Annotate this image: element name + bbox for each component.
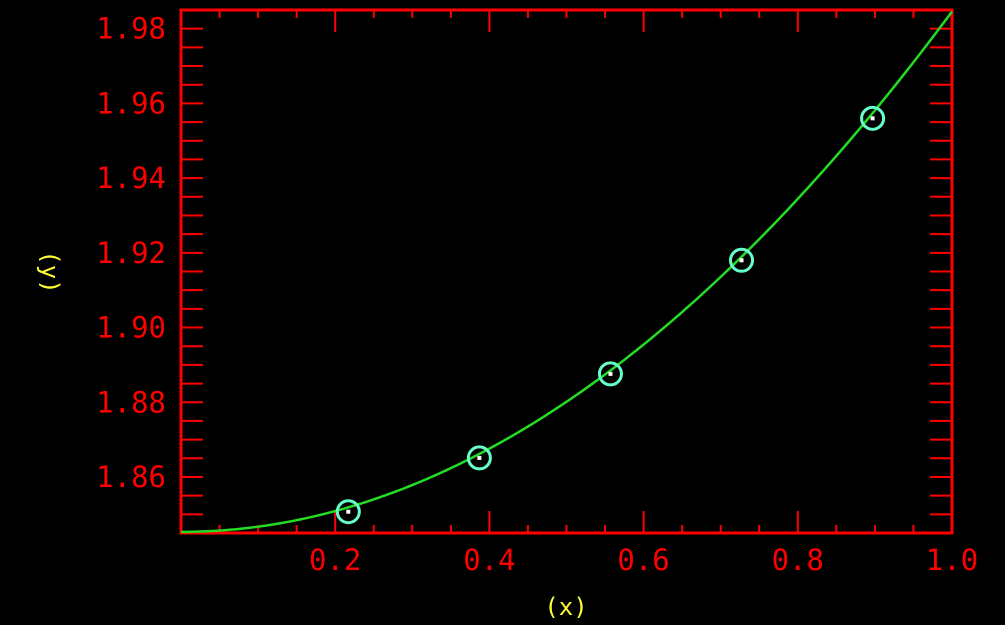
data-point bbox=[335, 499, 361, 525]
data-points bbox=[335, 105, 886, 525]
y-tick-label: 1.90 bbox=[96, 311, 166, 345]
data-point-marker bbox=[860, 105, 886, 131]
data-point-center bbox=[608, 371, 613, 376]
data-point bbox=[466, 445, 492, 471]
minor-ticks bbox=[181, 9, 952, 534]
x-tick-label: 0.4 bbox=[463, 543, 515, 577]
data-point-marker bbox=[597, 361, 623, 387]
y-tick-label: 1.96 bbox=[96, 86, 166, 120]
x-tick-label: 1.0 bbox=[926, 543, 978, 577]
y-tick-labels: 1.86 1.88 1.90 1.92 1.94 1.96 1.98 bbox=[96, 12, 166, 494]
data-point-center bbox=[477, 455, 482, 460]
x-tick-label: 0.2 bbox=[309, 543, 361, 577]
y-tick-label: 1.88 bbox=[96, 385, 166, 419]
y-tick-label: 1.94 bbox=[96, 161, 166, 195]
data-point-marker bbox=[729, 247, 755, 273]
data-point-center bbox=[739, 258, 744, 263]
data-point-marker bbox=[335, 499, 361, 525]
x-tick-label: 0.6 bbox=[617, 543, 669, 577]
y-tick-label: 1.98 bbox=[96, 12, 166, 46]
fit-curve bbox=[180, 10, 954, 534]
y-tick-label: 1.92 bbox=[96, 236, 166, 270]
data-point bbox=[729, 247, 755, 273]
data-point bbox=[597, 361, 623, 387]
data-point bbox=[860, 105, 886, 131]
major-ticks bbox=[181, 10, 953, 533]
data-point-marker bbox=[466, 445, 492, 471]
x-tick-labels: 0.2 0.4 0.6 0.8 1.0 bbox=[309, 543, 978, 577]
y-tick-label: 1.86 bbox=[96, 460, 166, 494]
data-point-center bbox=[346, 509, 351, 514]
y-axis-label: (y) bbox=[36, 250, 64, 293]
x-axis-label: (x) bbox=[544, 593, 587, 621]
x-tick-label: 0.8 bbox=[772, 543, 824, 577]
data-point-center bbox=[870, 116, 875, 121]
